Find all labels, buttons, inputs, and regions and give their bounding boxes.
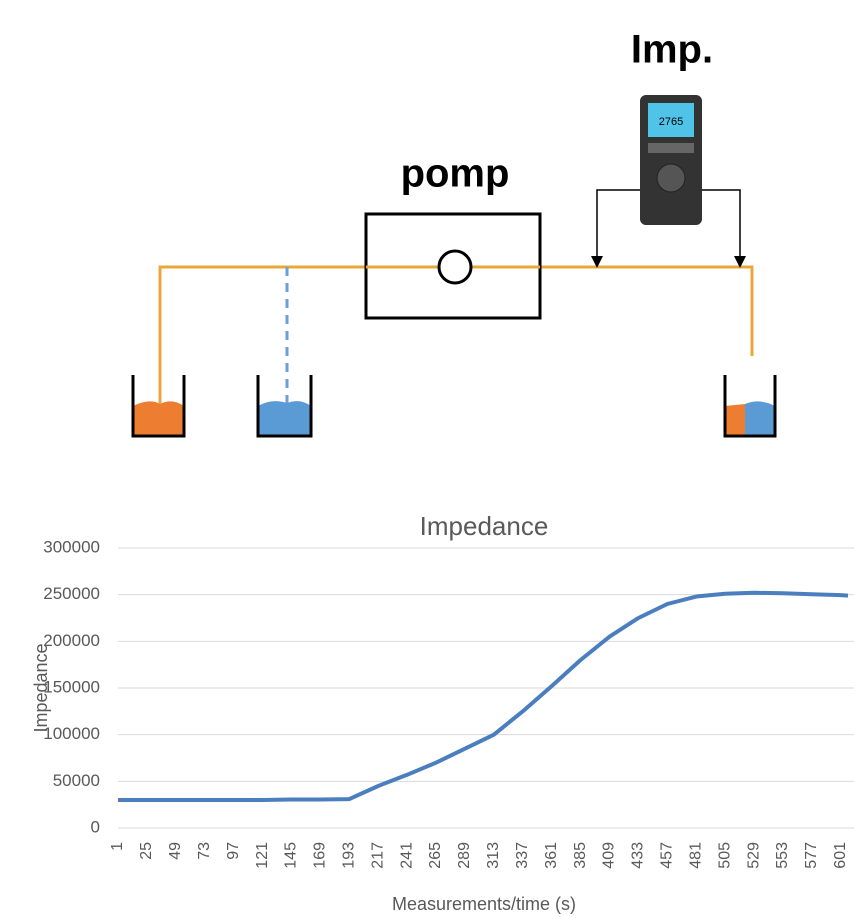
meter-screen <box>648 103 694 137</box>
x-tick-label: 577 <box>803 842 820 869</box>
pump-label: pomp <box>401 152 510 196</box>
liquid <box>258 401 311 436</box>
chart-title: Impedance <box>420 511 549 541</box>
x-tick-label: 169 <box>312 842 329 869</box>
x-tick-label: 145 <box>283 842 300 869</box>
beaker <box>723 375 777 438</box>
meter-label: Imp. <box>631 28 713 72</box>
x-tick-label: 49 <box>167 842 184 860</box>
x-tick-label: 457 <box>659 842 676 869</box>
x-tick-label: 481 <box>687 842 704 869</box>
x-tick-label: 121 <box>254 842 271 869</box>
x-tick-label: 25 <box>138 842 155 860</box>
y-tick-label: 50000 <box>53 771 100 790</box>
x-tick-label: 529 <box>745 842 762 869</box>
x-tick-label: 265 <box>427 842 444 869</box>
x-tick-label: 385 <box>572 842 589 869</box>
x-tick-label: 433 <box>630 842 647 869</box>
y-tick-label: 300000 <box>43 537 100 556</box>
beaker <box>131 375 186 438</box>
x-tick-label: 217 <box>369 842 386 869</box>
data-line <box>118 590 849 802</box>
liquid <box>133 401 184 436</box>
x-tick-label: 361 <box>543 842 560 869</box>
x-tick-label: 73 <box>196 842 213 860</box>
arrowhead <box>591 256 603 268</box>
liquid <box>745 401 775 436</box>
x-tick-label: 97 <box>225 842 242 860</box>
x-tick-label: 241 <box>398 842 415 869</box>
probe-wire <box>702 189 741 262</box>
x-tick-label: 553 <box>774 842 791 869</box>
x-tick-label: 409 <box>601 842 618 869</box>
x-tick-label: 289 <box>456 842 473 869</box>
y-axis-label: Impedance <box>31 643 51 732</box>
x-tick-label: 313 <box>485 842 502 869</box>
y-tick-label: 0 <box>91 817 100 836</box>
meter-dial <box>656 163 686 193</box>
y-tick-label: 250000 <box>43 584 100 603</box>
x-tick-label: 505 <box>716 842 733 869</box>
y-tick-label: 100000 <box>43 724 100 743</box>
diagram: Imp. pomp 2765 <box>131 28 777 438</box>
x-tick-label: 601 <box>832 842 849 869</box>
y-tick-label: 150000 <box>43 677 100 696</box>
x-tick-label: 337 <box>514 842 531 869</box>
liquid <box>725 404 745 436</box>
y-tick-label: 200000 <box>43 631 100 650</box>
arrowhead <box>734 256 746 268</box>
pump-rotor <box>437 249 473 285</box>
beaker <box>256 375 313 438</box>
meter-display: 2765 <box>659 116 683 128</box>
x-tick-label: 1 <box>109 842 126 851</box>
meter-buttons <box>648 143 694 153</box>
x-tick-label: 193 <box>341 842 358 869</box>
x-axis-label: Measurements/time (s) <box>392 894 576 914</box>
probe-wire <box>596 189 640 262</box>
